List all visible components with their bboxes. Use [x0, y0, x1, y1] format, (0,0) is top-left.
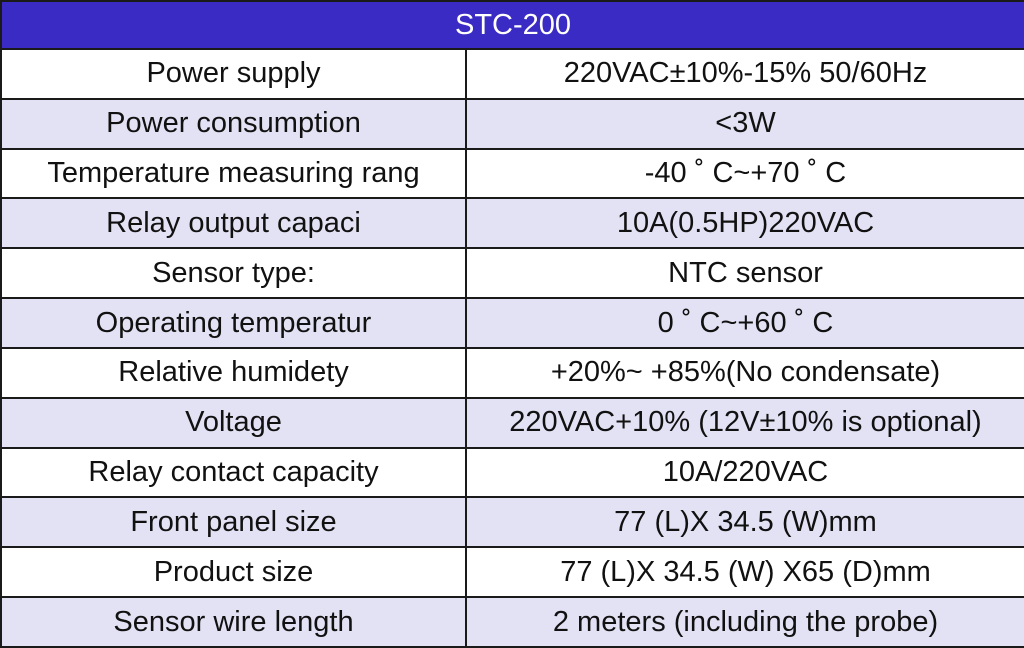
- table-row: Relay contact capacity 10A/220VAC: [0, 446, 1024, 499]
- table-row: Operating temperatur 0 ˚ C~+60 ˚ C: [0, 297, 1024, 349]
- table-header: STC-200: [0, 0, 1024, 50]
- spec-value: 10A/220VAC: [464, 446, 1024, 499]
- spec-label: Relay contact capacity: [0, 446, 467, 499]
- title-row: STC-200: [0, 0, 1024, 50]
- table-row: Sensor type: NTC sensor: [0, 247, 1024, 300]
- spec-label: Sensor type:: [0, 247, 467, 300]
- spec-value: <3W: [464, 97, 1024, 150]
- spec-value: -40 ˚ C~+70 ˚ C: [464, 147, 1024, 200]
- spec-label: Product size: [0, 546, 467, 599]
- table-title: STC-200: [0, 0, 1024, 50]
- table-row: Sensor wire length 2 meters (including t…: [0, 596, 1024, 648]
- spec-value: 0 ˚ C~+60 ˚ C: [464, 297, 1024, 349]
- table-row: Voltage 220VAC+10% (12V±10% is optional): [0, 396, 1024, 449]
- table-body: Power supply 220VAC±10%-15% 50/60Hz Powe…: [0, 48, 1024, 648]
- spec-label: Power consumption: [0, 97, 467, 150]
- table-row: Front panel size 77 (L)X 34.5 (W)mm: [0, 496, 1024, 549]
- spec-value: 220VAC+10% (12V±10% is optional): [464, 396, 1024, 449]
- spec-label: Temperature measuring rang: [0, 147, 467, 200]
- spec-label: Power supply: [0, 48, 467, 100]
- spec-value: 2 meters (including the probe): [464, 596, 1024, 648]
- table-row: Relative humidety +20%~ +85%(No condensa…: [0, 346, 1024, 399]
- spec-label: Front panel size: [0, 496, 467, 549]
- table-row: Relay output capaci 10A(0.5HP)220VAC: [0, 197, 1024, 250]
- spec-label: Relay output capaci: [0, 197, 467, 250]
- table-row: Power consumption <3W: [0, 97, 1024, 150]
- spec-value: +20%~ +85%(No condensate): [464, 346, 1024, 399]
- table-row: Product size 77 (L)X 34.5 (W) X65 (D)mm: [0, 546, 1024, 599]
- spec-value: 10A(0.5HP)220VAC: [464, 197, 1024, 250]
- spec-label: Voltage: [0, 396, 467, 449]
- spec-value: 77 (L)X 34.5 (W)mm: [464, 496, 1024, 549]
- table-row: Power supply 220VAC±10%-15% 50/60Hz: [0, 48, 1024, 100]
- spec-label: Operating temperatur: [0, 297, 467, 349]
- spec-label: Relative humidety: [0, 346, 467, 399]
- spec-value: 77 (L)X 34.5 (W) X65 (D)mm: [464, 546, 1024, 599]
- spec-value: 220VAC±10%-15% 50/60Hz: [464, 48, 1024, 100]
- table-row: Temperature measuring rang -40 ˚ C~+70 ˚…: [0, 147, 1024, 200]
- spec-value: NTC sensor: [464, 247, 1024, 300]
- spec-label: Sensor wire length: [0, 596, 467, 648]
